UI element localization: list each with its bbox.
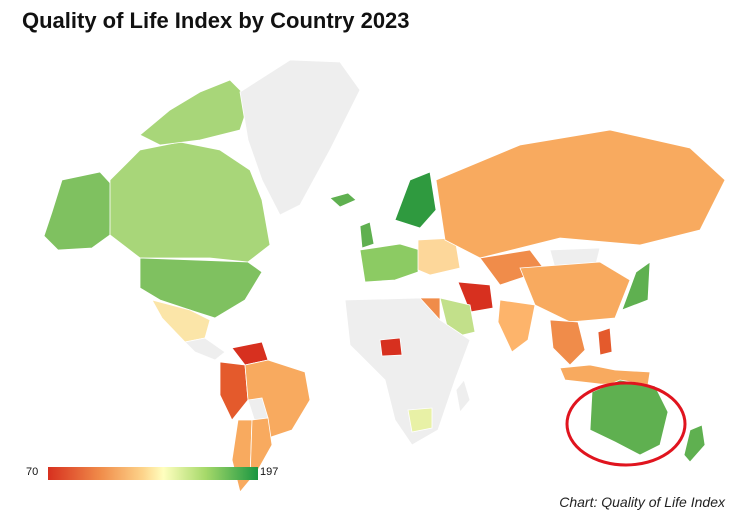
region-canada-islands — [139, 79, 251, 146]
color-legend: 70 197 — [26, 463, 278, 483]
region-new-zealand — [683, 424, 706, 463]
region-nigeria — [379, 337, 403, 357]
region-africa — [344, 297, 471, 446]
region-uk — [359, 221, 375, 249]
region-scandinavia — [394, 171, 437, 229]
region-alaska — [43, 171, 113, 251]
region-canada — [109, 141, 271, 263]
region-indonesia — [559, 364, 651, 386]
region-southeast-asia — [549, 319, 586, 366]
region-andes — [219, 361, 249, 421]
legend-max-label: 197 — [260, 466, 279, 478]
region-china — [519, 261, 631, 323]
region-australia — [589, 379, 669, 456]
region-madagascar — [455, 379, 471, 413]
highlight-circle — [565, 381, 687, 467]
region-greenland — [239, 59, 361, 216]
region-iran — [457, 281, 494, 313]
map-title: Quality of Life Index by Country 2023 — [22, 8, 410, 33]
region-india — [497, 299, 536, 353]
region-south-africa — [407, 407, 433, 433]
region-western-europe — [359, 243, 421, 283]
region-russia — [435, 129, 726, 259]
legend-gradient-bar — [48, 467, 258, 480]
legend-min-label: 70 — [26, 466, 39, 478]
region-usa — [139, 257, 263, 319]
region-japan — [621, 261, 651, 311]
region-philippines — [597, 327, 613, 356]
region-central-america — [184, 337, 226, 361]
region-iceland — [329, 192, 357, 208]
chart-credit: Chart: Quality of Life Index — [559, 494, 725, 510]
